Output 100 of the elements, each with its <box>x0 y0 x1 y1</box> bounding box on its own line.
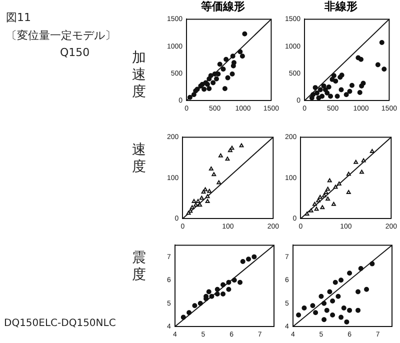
point <box>240 258 246 264</box>
point <box>207 188 212 193</box>
point <box>192 199 196 204</box>
point <box>214 76 219 82</box>
point <box>322 300 327 306</box>
point <box>242 31 248 36</box>
point <box>220 66 226 72</box>
point <box>309 95 314 100</box>
point <box>187 94 192 100</box>
point <box>314 206 319 211</box>
point <box>230 54 236 59</box>
text: 震度 <box>132 250 147 284</box>
point <box>327 178 332 182</box>
point <box>341 305 346 310</box>
point <box>214 286 220 292</box>
point <box>360 170 364 174</box>
point <box>312 202 317 206</box>
point <box>375 62 380 68</box>
point <box>186 210 191 215</box>
point <box>344 92 349 98</box>
point <box>379 40 384 46</box>
point <box>332 280 338 285</box>
point <box>238 280 243 285</box>
point <box>206 76 212 82</box>
point <box>359 83 364 88</box>
point <box>347 88 352 94</box>
point <box>361 158 366 162</box>
point <box>296 312 302 318</box>
point <box>225 75 230 80</box>
text: Q150 <box>60 46 90 59</box>
point <box>206 86 212 92</box>
text: 加速度 <box>132 50 147 101</box>
point <box>310 303 316 308</box>
point <box>336 182 342 186</box>
point <box>338 278 344 283</box>
point <box>316 95 322 100</box>
point <box>331 202 336 206</box>
point <box>208 166 214 170</box>
point <box>226 286 232 292</box>
point <box>357 90 362 95</box>
point <box>224 56 229 62</box>
point <box>192 303 198 308</box>
text: 速度 <box>132 142 147 176</box>
point <box>316 198 321 202</box>
point <box>334 94 340 99</box>
point <box>196 199 200 204</box>
point <box>338 87 344 92</box>
point <box>336 294 341 299</box>
point <box>328 94 334 99</box>
point <box>346 190 351 194</box>
point <box>180 314 186 320</box>
point <box>347 270 352 276</box>
point <box>220 292 226 297</box>
point <box>186 310 192 316</box>
point <box>216 72 221 77</box>
point <box>382 66 387 72</box>
point <box>216 180 222 184</box>
point <box>318 294 324 299</box>
point <box>370 148 374 153</box>
point <box>225 156 230 161</box>
point <box>302 305 307 310</box>
text: DQ150ELC-DQ150NLC <box>4 318 116 329</box>
point <box>206 289 212 294</box>
point <box>252 254 257 260</box>
point <box>349 82 354 88</box>
point <box>198 202 202 207</box>
point <box>356 289 361 294</box>
point <box>217 62 222 67</box>
point <box>330 312 336 318</box>
point <box>333 184 338 189</box>
point <box>324 190 328 194</box>
point <box>205 199 210 204</box>
point <box>230 72 235 77</box>
point <box>318 194 322 199</box>
point <box>326 84 332 90</box>
text: 〔変位量一定モデル〕 <box>6 28 116 43</box>
point <box>210 80 216 86</box>
point <box>326 196 330 201</box>
point <box>194 202 198 207</box>
point <box>347 308 352 313</box>
point <box>356 308 361 313</box>
point <box>240 54 245 59</box>
point <box>322 193 326 198</box>
chart-title: 等価線形 <box>200 0 246 14</box>
point <box>239 143 244 148</box>
point <box>344 319 350 324</box>
point <box>209 294 214 299</box>
chart-title: 非線形 <box>324 0 358 14</box>
point <box>312 85 318 90</box>
point <box>330 298 336 304</box>
point <box>190 205 194 210</box>
point <box>202 86 207 92</box>
point <box>313 310 318 316</box>
caption: 図11 <box>6 10 31 25</box>
point <box>320 205 325 210</box>
point <box>346 172 351 176</box>
point <box>354 160 358 164</box>
point <box>246 256 252 262</box>
point <box>322 87 328 92</box>
point <box>212 172 216 176</box>
